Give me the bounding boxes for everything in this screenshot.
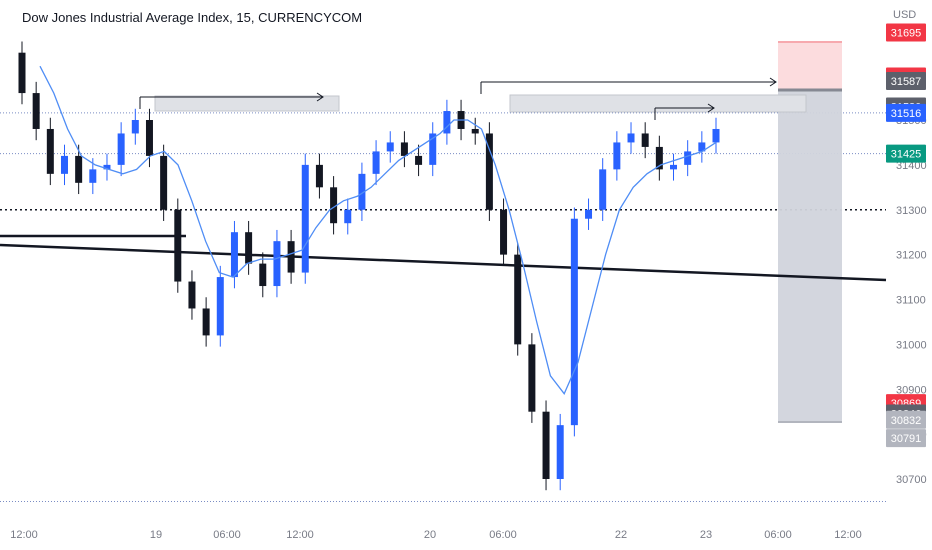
moving-average-line (39, 65, 717, 395)
price-tag (886, 410, 926, 429)
y-tick-label: 31000 (896, 339, 927, 351)
x-tick-label: 12:00 (10, 529, 38, 541)
candle-body (358, 173, 366, 210)
candle-body (698, 142, 706, 152)
candle-body (46, 128, 54, 174)
candle-body (485, 133, 493, 210)
y-tick-label: 31100 (896, 295, 926, 307)
candle-body (245, 232, 253, 264)
x-tick-label: 12:00 (834, 529, 862, 541)
candle-body (18, 52, 26, 94)
range-box-2 (509, 94, 807, 113)
target-zone (778, 42, 842, 90)
x-tick-label: 06:00 (213, 529, 241, 541)
x-tick-label: 19 (150, 529, 162, 541)
price-tag-label: 30832 (891, 415, 922, 427)
candle-body (429, 133, 437, 165)
candle-body (627, 133, 635, 143)
arrow-2-head (769, 77, 777, 87)
price-tag-label: 31425 (891, 149, 922, 161)
candle-body (415, 155, 423, 165)
price-tag (886, 144, 926, 163)
candle-body (287, 241, 295, 273)
candle-body (655, 146, 663, 170)
candle-body (315, 164, 323, 188)
price-tag (886, 429, 926, 448)
candle-body (670, 164, 678, 170)
trend-line (0, 243, 887, 282)
range-box-1 (154, 95, 340, 112)
chart-title: Dow Jones Industrial Average Index, 15, … (22, 10, 363, 25)
candle-body (344, 209, 352, 224)
candle-body (259, 263, 267, 287)
candle-body (145, 120, 153, 156)
candle-body (117, 133, 125, 165)
candle-body (60, 155, 68, 174)
x-tick-label: 06:00 (489, 529, 517, 541)
price-tag-label: 31695 (891, 27, 922, 39)
candle-body (202, 308, 210, 336)
candle-body (684, 151, 692, 165)
price-tag-label: 31587 (891, 76, 922, 88)
candle-body (273, 241, 281, 287)
candle-body (556, 425, 564, 479)
candle-body (330, 187, 338, 224)
candle-body (386, 142, 394, 152)
y-tick-label: 31300 (896, 205, 927, 217)
x-tick-label: 20 (424, 529, 436, 541)
price-tag (886, 103, 926, 122)
candle-body (89, 169, 97, 183)
candle-body (400, 142, 408, 156)
candle-body (641, 133, 649, 147)
x-tick-label: 22 (615, 529, 627, 541)
price-tag-label: 31516 (891, 108, 922, 120)
candle-body (542, 411, 550, 479)
candle-body (585, 209, 593, 219)
x-tick-label: 23 (700, 529, 712, 541)
y-tick-label: 30700 (896, 474, 927, 486)
candle-body (500, 209, 508, 255)
candle-body (103, 164, 111, 170)
y-tick-label: 31200 (896, 250, 927, 262)
candle-body (443, 111, 451, 134)
stop-zone (778, 90, 842, 422)
price-tag (886, 71, 926, 90)
candle-body (613, 142, 621, 170)
arrow-1-head (316, 92, 324, 102)
y-tick-label: 31400 (896, 160, 927, 172)
candle-body (372, 151, 380, 174)
candle-body (174, 209, 182, 282)
y-tick-label: 30900 (896, 384, 927, 396)
candle-body (712, 128, 720, 143)
x-tick-label: 12:00 (286, 529, 314, 541)
arrow-3-head (707, 103, 715, 113)
candle-body (528, 344, 536, 412)
candle-body (230, 232, 238, 278)
candle-body (188, 281, 196, 309)
candle-body (570, 218, 578, 426)
candle-body (75, 155, 83, 183)
candle-body (32, 93, 40, 129)
candle-body (216, 277, 224, 336)
candle-body (160, 155, 168, 210)
price-tag-label: 30791 (891, 433, 922, 445)
candle-body (131, 120, 139, 134)
x-tick-label: 06:00 (764, 529, 792, 541)
currency-label: USD (893, 9, 917, 21)
candle-body (301, 164, 309, 273)
price-tag (886, 23, 926, 42)
candle-body (471, 128, 479, 134)
candle-body (514, 254, 522, 345)
candle-body (599, 169, 607, 210)
